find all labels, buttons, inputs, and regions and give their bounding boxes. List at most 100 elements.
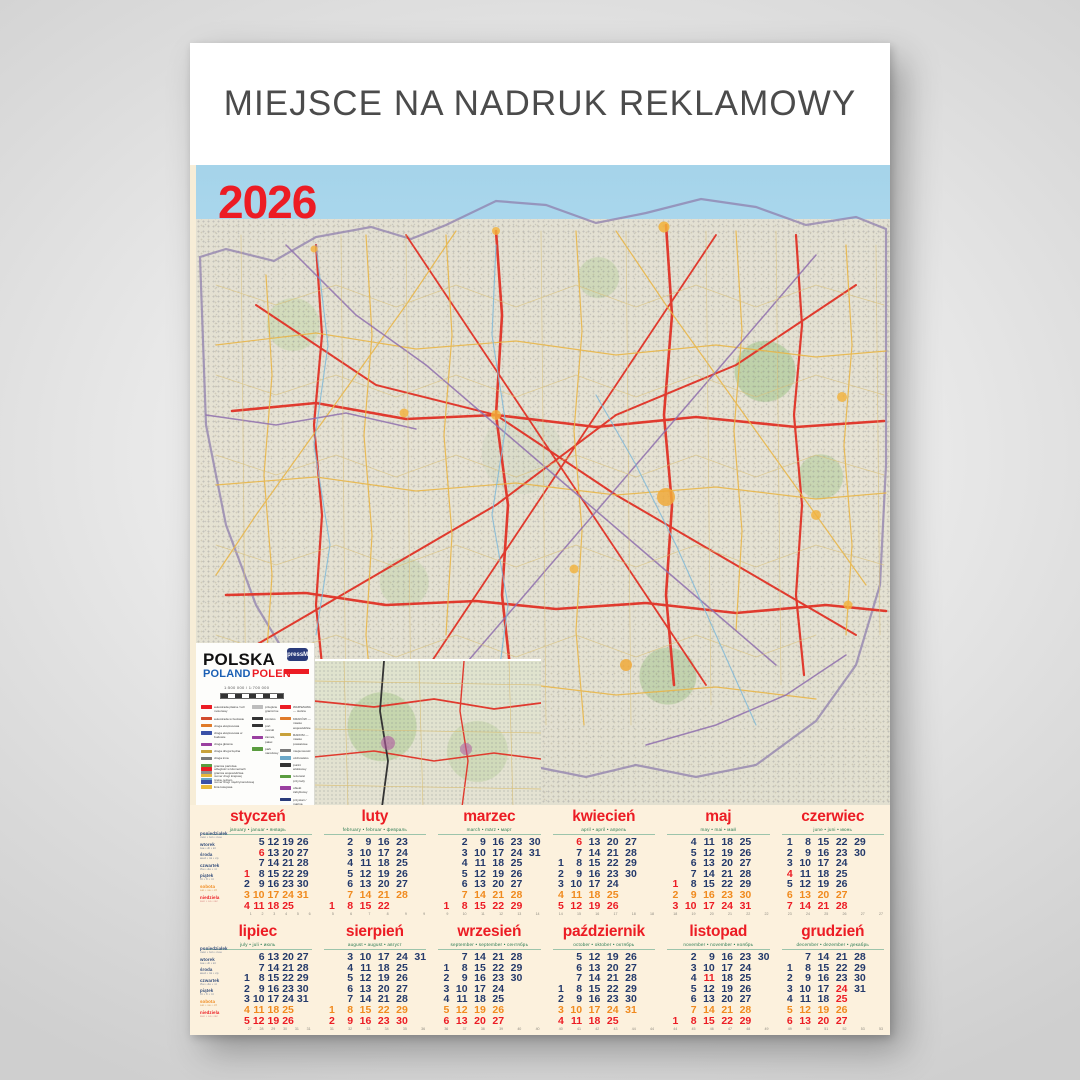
day-cell[interactable]: 19 bbox=[267, 1014, 280, 1027]
day-cell[interactable]: 13 bbox=[703, 857, 715, 870]
day-cell[interactable]: 19 bbox=[474, 1003, 486, 1016]
day-cell[interactable]: 22 bbox=[721, 1014, 734, 1027]
day-cell[interactable]: 31 bbox=[739, 899, 752, 912]
day-cell[interactable]: 20 bbox=[721, 857, 734, 870]
day-cell[interactable]: 12 bbox=[474, 867, 486, 880]
day-cell[interactable]: 18 bbox=[492, 857, 505, 870]
day-cell[interactable]: 15 bbox=[588, 857, 601, 870]
day-cell[interactable]: 16 bbox=[721, 951, 734, 963]
day-cell[interactable]: 20 bbox=[377, 982, 390, 995]
day-cell[interactable]: 25 bbox=[510, 857, 523, 870]
day-cell[interactable]: 28 bbox=[296, 961, 309, 974]
day-cell[interactable]: 23 bbox=[492, 972, 505, 985]
day-cell[interactable]: 4 bbox=[244, 1003, 250, 1016]
day-cell[interactable]: 7 bbox=[258, 961, 265, 974]
day-cell[interactable]: 15 bbox=[267, 867, 280, 880]
day-cell[interactable]: 16 bbox=[267, 878, 280, 891]
day-cell[interactable]: 20 bbox=[282, 846, 294, 859]
day-cell[interactable]: 5 bbox=[258, 836, 265, 848]
day-cell[interactable]: 19 bbox=[492, 867, 505, 880]
day-cell[interactable]: 26 bbox=[510, 867, 523, 880]
day-cell[interactable]: 17 bbox=[492, 846, 505, 859]
day-cell[interactable]: 30 bbox=[296, 878, 309, 891]
calendar-grid[interactable]: styczeń january • januar • январь 5 12 19 26 6… bbox=[190, 805, 890, 1035]
day-cell[interactable]: 15 bbox=[588, 982, 601, 995]
day-cell[interactable]: 17 bbox=[474, 982, 486, 995]
day-cell[interactable]: 16 bbox=[377, 836, 390, 848]
day-cell[interactable]: 29 bbox=[510, 961, 523, 974]
day-cell[interactable]: 15 bbox=[817, 836, 830, 848]
day-cell[interactable]: 21 bbox=[817, 899, 830, 912]
day-cell[interactable]: 14 bbox=[359, 993, 372, 1006]
day-cell[interactable]: 30 bbox=[625, 993, 637, 1006]
day-cell[interactable]: 11 bbox=[474, 857, 486, 870]
day-cell[interactable]: 18 bbox=[377, 857, 390, 870]
day-cell[interactable]: 3 bbox=[244, 993, 250, 1006]
day-cell[interactable]: 21 bbox=[606, 972, 619, 985]
day-cell[interactable]: 10 bbox=[474, 846, 486, 859]
day-cell[interactable]: 9 bbox=[805, 972, 812, 985]
day-cell[interactable]: 7 bbox=[347, 993, 354, 1006]
day-cell[interactable]: 23 bbox=[739, 951, 752, 963]
day-cell[interactable]: 9 bbox=[576, 867, 583, 880]
day-cell[interactable]: 27 bbox=[625, 961, 637, 974]
day-cell[interactable]: 6 bbox=[258, 846, 265, 859]
day-cell[interactable]: 10 bbox=[252, 888, 265, 901]
day-cell[interactable]: 6 bbox=[258, 951, 265, 963]
day-cell[interactable]: 20 bbox=[606, 961, 619, 974]
day-cell[interactable]: 23 bbox=[377, 1014, 390, 1027]
day-cell[interactable]: 28 bbox=[625, 972, 637, 985]
day-cell[interactable]: 30 bbox=[528, 836, 541, 848]
month-block-kwiecień[interactable]: kwiecień april • april • апрель 6 13 20 27 7 14… bbox=[547, 805, 661, 920]
day-cell[interactable]: 1 bbox=[443, 961, 450, 974]
day-cell[interactable]: 20 bbox=[492, 878, 505, 891]
day-cell[interactable]: 17 bbox=[817, 857, 830, 870]
day-cell[interactable]: 14 bbox=[267, 961, 280, 974]
day-cell[interactable]: 20 bbox=[721, 993, 734, 1006]
month-block-lipiec[interactable]: lipiec july • juli • июль 6 13 20 27 7 14 21 28 1 8… bbox=[198, 920, 318, 1035]
day-cell[interactable]: 26 bbox=[835, 878, 848, 891]
day-cell[interactable]: 3 bbox=[347, 951, 354, 963]
day-cell[interactable]: 27 bbox=[396, 878, 408, 891]
day-cell[interactable]: 9 bbox=[347, 1014, 354, 1027]
day-cell[interactable]: 13 bbox=[588, 836, 601, 848]
day-cell[interactable]: 15 bbox=[703, 1014, 715, 1027]
day-cell[interactable]: 13 bbox=[799, 888, 812, 901]
day-cell[interactable]: 16 bbox=[492, 836, 505, 848]
day-cell[interactable]: 11 bbox=[703, 972, 715, 985]
day-cell[interactable]: 12 bbox=[703, 846, 715, 859]
day-cell[interactable]: 17 bbox=[703, 899, 715, 912]
day-cell[interactable]: 9 bbox=[576, 993, 583, 1006]
day-cell[interactable]: 3 bbox=[244, 888, 250, 901]
day-cell[interactable]: 25 bbox=[739, 836, 752, 848]
day-cell[interactable]: 16 bbox=[703, 888, 715, 901]
day-cell[interactable]: 5 bbox=[786, 878, 793, 891]
day-cell[interactable]: 9 bbox=[461, 972, 468, 985]
day-cell[interactable]: 22 bbox=[377, 1003, 390, 1016]
day-cell[interactable]: 27 bbox=[835, 888, 848, 901]
day-cell[interactable]: 28 bbox=[739, 1003, 752, 1016]
day-cell[interactable]: 14 bbox=[588, 972, 601, 985]
day-cell[interactable]: 30 bbox=[625, 867, 637, 880]
day-cell[interactable]: 4 bbox=[690, 836, 697, 848]
day-cell[interactable]: 22 bbox=[721, 878, 734, 891]
day-cell[interactable]: 26 bbox=[739, 982, 752, 995]
day-cell[interactable]: 20 bbox=[377, 878, 390, 891]
day-cell[interactable]: 21 bbox=[492, 888, 505, 901]
day-cell[interactable]: 30 bbox=[396, 1014, 408, 1027]
day-cell[interactable]: 4 bbox=[461, 857, 468, 870]
day-cell[interactable]: 29 bbox=[296, 972, 309, 985]
day-cell[interactable]: 17 bbox=[267, 888, 280, 901]
month-block-październik[interactable]: październik october • oktober • октябрь 5 1… bbox=[547, 920, 661, 1035]
month-block-styczeń[interactable]: styczeń january • januar • январь 5 12 19 26 6… bbox=[198, 805, 318, 920]
day-cell[interactable]: 30 bbox=[854, 846, 866, 859]
day-cell[interactable]: 8 bbox=[461, 899, 468, 912]
day-cell[interactable]: 14 bbox=[588, 846, 601, 859]
day-cell[interactable]: 3 bbox=[557, 878, 564, 891]
day-cell[interactable]: 8 bbox=[461, 961, 468, 974]
day-cell[interactable]: 2 bbox=[244, 982, 250, 995]
day-cell[interactable]: 17 bbox=[588, 878, 601, 891]
day-cell[interactable]: 14 bbox=[799, 899, 812, 912]
day-cell[interactable]: 26 bbox=[296, 836, 309, 848]
day-cell[interactable]: 18 bbox=[377, 961, 390, 974]
